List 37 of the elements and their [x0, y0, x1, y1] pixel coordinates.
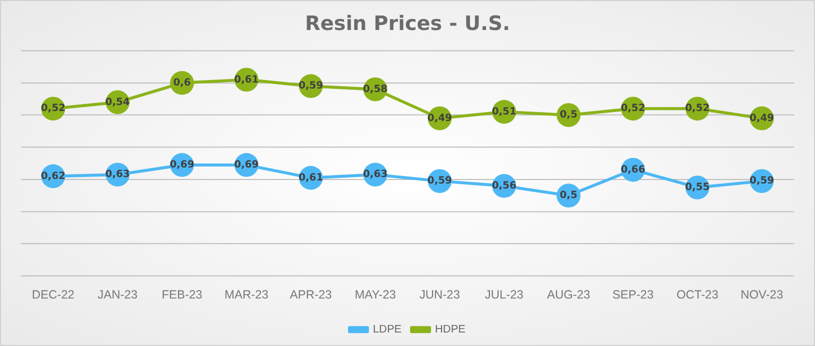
- data-label: 0,5: [560, 190, 578, 202]
- data-label: 0,61: [234, 74, 259, 86]
- data-label: 0,61: [298, 172, 324, 184]
- data-label: 0,69: [170, 160, 194, 171]
- data-label: 0,59: [298, 80, 324, 92]
- data-label: 0,54: [105, 96, 130, 108]
- data-label: 0,5: [560, 110, 578, 121]
- x-tick-label: MAR-23: [224, 287, 269, 302]
- data-label: 0,51: [492, 106, 516, 118]
- data-label: 0,59: [427, 176, 452, 187]
- chart-title: Resin Prices - U.S.: [304, 12, 510, 36]
- x-tick-label: MAY-23: [354, 287, 396, 302]
- data-label: 0,52: [685, 103, 710, 114]
- x-tick-label: FEB-23: [162, 287, 203, 302]
- legend-label: HDPE: [435, 324, 466, 336]
- data-label: 0,59: [750, 176, 774, 187]
- legend-label: LDPE: [372, 324, 402, 336]
- data-label: 0,63: [105, 169, 130, 180]
- x-tick-label: JAN-23: [98, 287, 138, 302]
- x-tick-label: SEP-23: [612, 287, 654, 302]
- data-label: 0,49: [750, 112, 774, 124]
- x-tick-label: OCT-23: [676, 287, 719, 302]
- data-label: 0,6: [173, 77, 191, 88]
- data-label: 0,62: [40, 170, 66, 182]
- data-label: 0,56: [492, 180, 516, 192]
- data-label: 0,55: [685, 182, 710, 194]
- data-label: 0,69: [234, 160, 259, 171]
- x-tick-label: AUG-23: [546, 287, 591, 302]
- x-tick-label: APR-23: [290, 287, 332, 302]
- data-label: 0,63: [363, 169, 388, 180]
- data-label: 0,58: [363, 84, 388, 95]
- data-label: 0,52: [620, 103, 646, 114]
- x-tick-label: NOV-23: [740, 287, 784, 302]
- data-label: 0,66: [620, 164, 646, 176]
- x-tick-label: JUL-23: [484, 287, 524, 302]
- x-tick-label: JUN-23: [419, 287, 460, 302]
- x-tick-label: DEC-22: [32, 287, 75, 302]
